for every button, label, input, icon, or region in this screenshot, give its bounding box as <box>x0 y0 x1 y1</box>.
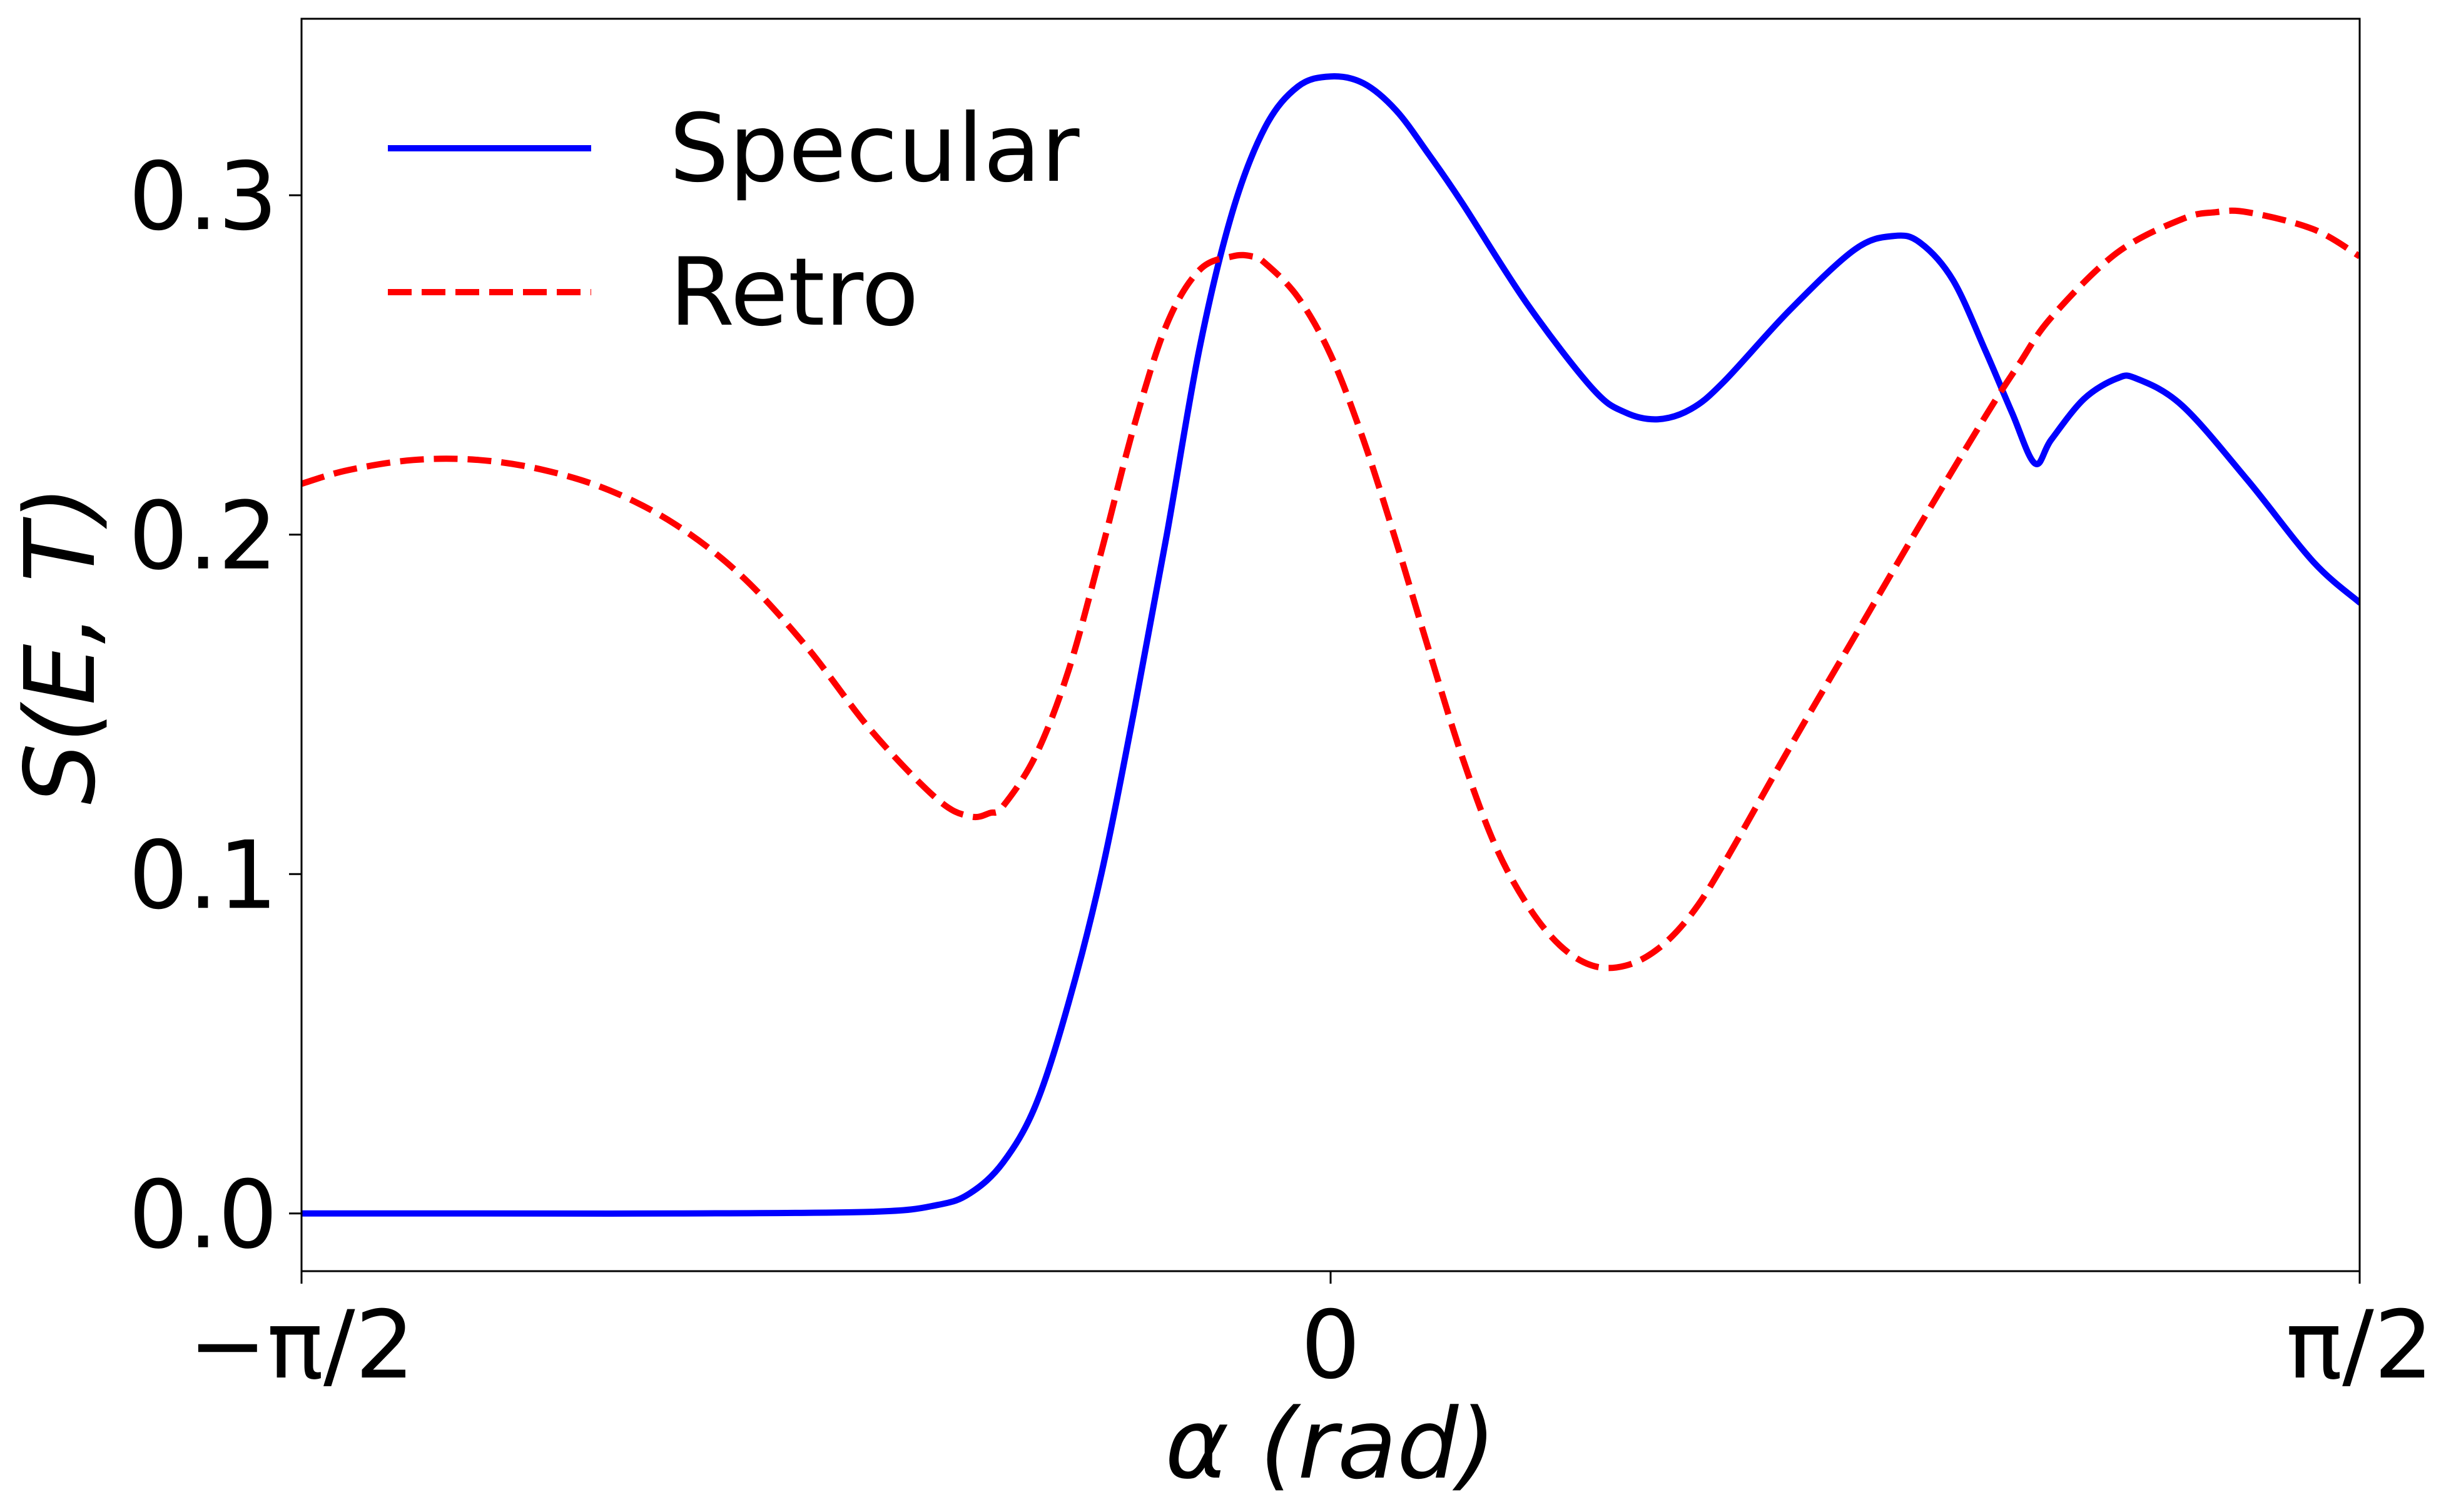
axes-layer: −π/2 0 π/2 0.0 0.1 0.2 0.3 α (rad) S(E, T) <box>4 18 2433 1501</box>
legend-label-specular: Specular <box>669 94 1080 203</box>
series-line-specular <box>302 73 2360 1217</box>
legend: Specular Retro <box>388 94 1080 347</box>
y-tick-label: 0.3 <box>128 143 278 251</box>
legend-label-retro: Retro <box>669 238 919 347</box>
series-line-retro <box>302 207 2360 972</box>
y-axis-label: S(E, T) <box>4 485 117 805</box>
plot-frame <box>300 18 2361 1272</box>
x-tick-label: π/2 <box>2286 1291 2433 1400</box>
x-tick-label: 0 <box>1301 1291 1360 1400</box>
y-tick-label: 0.2 <box>128 482 278 591</box>
x-tick-label: −π/2 <box>188 1291 415 1400</box>
x-axis-label: α (rad) <box>1165 1388 1496 1501</box>
y-tick-label: 0.0 <box>128 1161 278 1270</box>
y-tick-label: 0.1 <box>128 821 278 930</box>
series-layer <box>302 73 2360 1217</box>
